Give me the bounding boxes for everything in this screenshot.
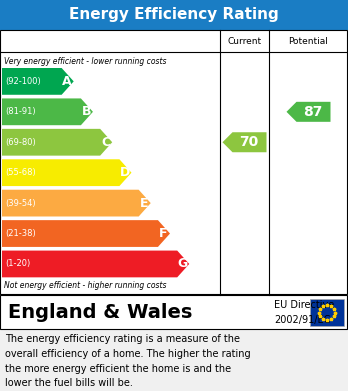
Text: G: G xyxy=(177,257,188,271)
Text: The energy efficiency rating is a measure of the
overall efficiency of a home. T: The energy efficiency rating is a measur… xyxy=(5,334,251,388)
Text: 87: 87 xyxy=(303,105,322,119)
Polygon shape xyxy=(2,251,189,277)
Bar xyxy=(0,295,348,330)
Text: E: E xyxy=(140,197,148,210)
Text: (1-20): (1-20) xyxy=(5,260,30,269)
Polygon shape xyxy=(286,102,331,122)
Text: A: A xyxy=(62,75,72,88)
Text: B: B xyxy=(81,105,91,118)
Polygon shape xyxy=(2,220,170,247)
Text: EU Directive
2002/91/EC: EU Directive 2002/91/EC xyxy=(274,301,334,325)
Text: Very energy efficient - lower running costs: Very energy efficient - lower running co… xyxy=(4,57,166,66)
Polygon shape xyxy=(2,190,151,217)
Polygon shape xyxy=(222,132,267,152)
Text: Not energy efficient - higher running costs: Not energy efficient - higher running co… xyxy=(4,280,166,289)
Text: D: D xyxy=(120,166,130,179)
Text: (69-80): (69-80) xyxy=(5,138,36,147)
Text: Energy Efficiency Rating: Energy Efficiency Rating xyxy=(69,7,279,23)
Text: (21-38): (21-38) xyxy=(5,229,36,238)
Bar xyxy=(0,30,347,294)
Text: (55-68): (55-68) xyxy=(5,168,36,177)
Text: England & Wales: England & Wales xyxy=(8,303,192,322)
Text: F: F xyxy=(159,227,168,240)
Text: C: C xyxy=(101,136,110,149)
Text: Current: Current xyxy=(228,36,262,45)
Polygon shape xyxy=(2,68,74,95)
Bar xyxy=(0,0,348,30)
Bar xyxy=(310,299,344,326)
Text: (92-100): (92-100) xyxy=(5,77,41,86)
Bar xyxy=(0,295,347,329)
Text: (81-91): (81-91) xyxy=(5,107,35,116)
Bar xyxy=(0,30,348,295)
Polygon shape xyxy=(2,99,93,125)
Polygon shape xyxy=(2,129,112,156)
Text: 70: 70 xyxy=(239,135,258,149)
Text: Potential: Potential xyxy=(288,36,329,45)
Text: (39-54): (39-54) xyxy=(5,199,35,208)
Polygon shape xyxy=(2,159,132,186)
